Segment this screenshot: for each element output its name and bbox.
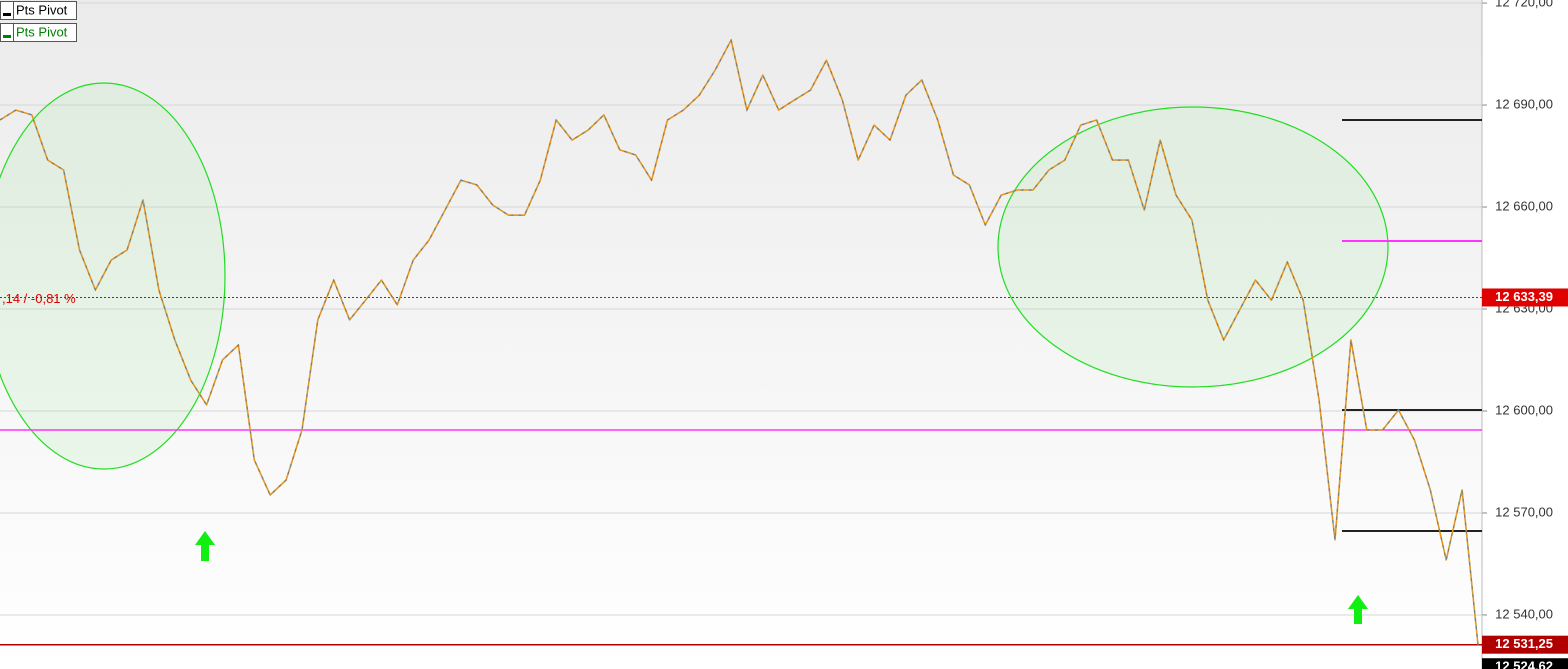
y-tick-label: 12 720,00 — [1495, 0, 1553, 9]
y-tick-label: 12 570,00 — [1495, 504, 1553, 519]
legend-label: Pts Pivot — [16, 24, 68, 39]
plot-background — [0, 0, 1482, 669]
change-annotation: ,14 / -0,81 % — [2, 291, 76, 306]
price-tag — [1482, 635, 1568, 654]
last-price-tag — [1482, 658, 1568, 669]
y-tick-label: 12 690,00 — [1495, 96, 1553, 111]
y-tick-label: 12 660,00 — [1495, 198, 1553, 213]
legend-swatch — [3, 13, 11, 16]
legend-box — [0, 1, 77, 20]
axis-background — [1482, 0, 1568, 669]
up-arrow — [195, 531, 215, 561]
price-tag — [1482, 288, 1568, 307]
legend-box — [0, 23, 77, 42]
highlight-ellipse — [997, 106, 1389, 388]
last-price-label: 12 524,62 — [1495, 659, 1553, 669]
price-tag-label: 12 633,39 — [1495, 289, 1553, 304]
up-arrow — [1348, 595, 1368, 624]
legend-swatch — [3, 35, 11, 38]
highlight-ellipse — [0, 82, 226, 470]
y-tick-label: 12 600,00 — [1495, 402, 1553, 417]
y-tick-label: 12 540,00 — [1495, 606, 1553, 621]
price-line — [0, 39, 1479, 645]
price-tag-label: 12 531,25 — [1495, 636, 1553, 651]
legend-label: Pts Pivot — [16, 2, 68, 17]
